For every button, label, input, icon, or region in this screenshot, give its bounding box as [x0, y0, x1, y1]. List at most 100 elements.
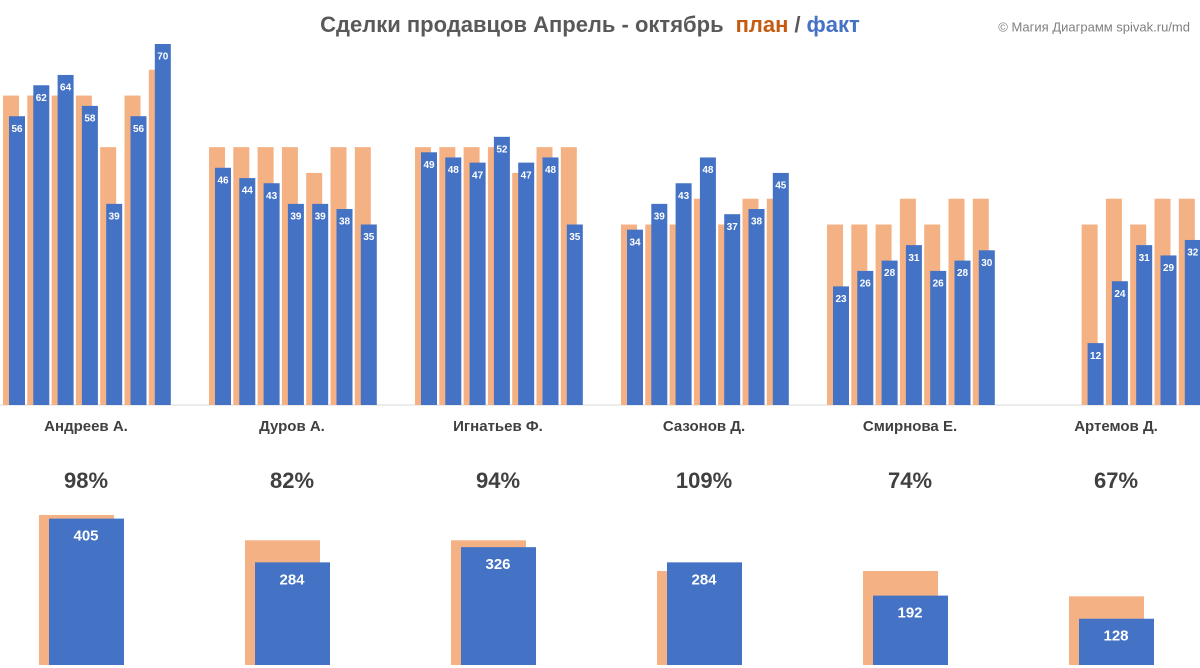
fact-bar — [81, 105, 98, 405]
fact-bar — [857, 270, 874, 405]
value-label: 58 — [84, 114, 96, 125]
total-label: 284 — [279, 571, 305, 588]
fact-bar — [287, 203, 304, 405]
fact-bar — [445, 157, 462, 405]
fact-total-bar — [461, 547, 536, 665]
seller-label: Артемов Д. — [1074, 418, 1158, 435]
fact-bar — [33, 85, 50, 405]
value-label: 49 — [423, 160, 435, 171]
value-label: 48 — [702, 165, 714, 176]
value-label: 38 — [751, 217, 763, 228]
fact-bar — [772, 172, 789, 405]
fact-bar — [748, 209, 765, 405]
title-text: Сделки продавцов Апрель - октябрь — [320, 12, 723, 37]
value-label: 28 — [957, 268, 969, 279]
fact-bar — [469, 162, 486, 405]
value-label: 26 — [860, 279, 872, 290]
value-label: 29 — [1163, 263, 1175, 274]
seller-label: Дуров А. — [259, 418, 325, 435]
fact-bar — [106, 203, 123, 405]
value-label: 46 — [217, 175, 229, 186]
fact-bar — [1111, 281, 1128, 405]
fact-bar — [833, 286, 849, 405]
total-label: 192 — [897, 605, 922, 622]
fact-bar — [724, 214, 741, 405]
value-label: 31 — [908, 253, 920, 264]
fact-bar — [154, 44, 171, 405]
fact-bar — [675, 183, 692, 405]
fact-bar — [930, 270, 947, 405]
value-label: 48 — [545, 165, 557, 176]
value-label: 34 — [629, 237, 641, 248]
value-label: 37 — [727, 222, 739, 233]
fact-bar — [9, 116, 25, 405]
value-label: 47 — [472, 170, 484, 181]
source: © Магия Диаграмм spivak.ru/md — [998, 19, 1190, 34]
value-label: 28 — [884, 268, 896, 279]
value-label: 39 — [290, 212, 302, 223]
value-label: 35 — [363, 232, 375, 243]
total-label: 326 — [485, 556, 510, 573]
value-label: 44 — [242, 186, 254, 197]
legend-separator: / — [794, 12, 800, 37]
fact-bar — [263, 183, 280, 405]
fact-total-bar — [49, 518, 124, 665]
fact-bar — [651, 203, 668, 405]
value-label: 31 — [1139, 253, 1151, 264]
value-label: 30 — [981, 258, 993, 269]
fact-total-bar — [873, 595, 948, 665]
value-label: 39 — [315, 212, 327, 223]
fact-total-bar — [255, 562, 330, 665]
ratio-label: 74% — [888, 468, 932, 493]
fact-bar — [421, 152, 437, 405]
fact-bar — [312, 203, 329, 405]
value-label: 12 — [1090, 351, 1102, 362]
fact-bar — [360, 224, 377, 405]
fact-bar — [627, 229, 643, 405]
value-label: 62 — [36, 93, 48, 104]
fact-bar — [1160, 255, 1177, 405]
ratio-label: 98% — [64, 468, 108, 493]
fact-bar — [239, 178, 256, 405]
value-label: 24 — [1114, 289, 1126, 300]
value-label: 48 — [448, 165, 460, 176]
seller-label: Андреев А. — [44, 418, 128, 435]
seller-label: Смирнова Е. — [863, 418, 957, 435]
fact-bar — [881, 260, 898, 405]
fact-bar — [1087, 343, 1104, 405]
value-label: 39 — [109, 212, 121, 223]
seller-label: Сазонов Д. — [663, 418, 745, 435]
fact-bar — [699, 157, 716, 405]
value-label: 23 — [835, 294, 847, 305]
ratio-label: 67% — [1094, 468, 1138, 493]
fact-bar — [215, 167, 231, 405]
ratio-label: 109% — [676, 468, 732, 493]
ratio-label: 94% — [476, 468, 520, 493]
value-label: 64 — [60, 83, 72, 94]
ratio-label: 82% — [270, 468, 314, 493]
value-label: 47 — [521, 170, 533, 181]
value-label: 35 — [569, 232, 581, 243]
total-label: 284 — [691, 571, 717, 588]
fact-bar — [1184, 239, 1200, 405]
value-label: 43 — [678, 191, 690, 202]
value-label: 56 — [133, 124, 145, 135]
legend-plan: план — [736, 12, 789, 37]
fact-bar — [954, 260, 971, 405]
total-label: 128 — [1103, 628, 1128, 645]
value-label: 26 — [933, 279, 945, 290]
value-label: 32 — [1187, 248, 1199, 259]
seller-label: Игнатьев Ф. — [453, 418, 543, 435]
value-label: 43 — [266, 191, 278, 202]
total-label: 405 — [73, 528, 98, 545]
fact-bar — [542, 157, 559, 405]
chart-title: Сделки продавцов Апрель - октябрь план / фа… — [320, 12, 860, 37]
value-label: 45 — [775, 181, 787, 192]
value-label: 52 — [496, 144, 508, 155]
value-label: 56 — [11, 124, 23, 135]
fact-total-bar — [1079, 618, 1154, 665]
fact-bar — [493, 136, 510, 406]
legend-fact: факт — [807, 12, 860, 37]
fact-bar — [336, 209, 353, 405]
